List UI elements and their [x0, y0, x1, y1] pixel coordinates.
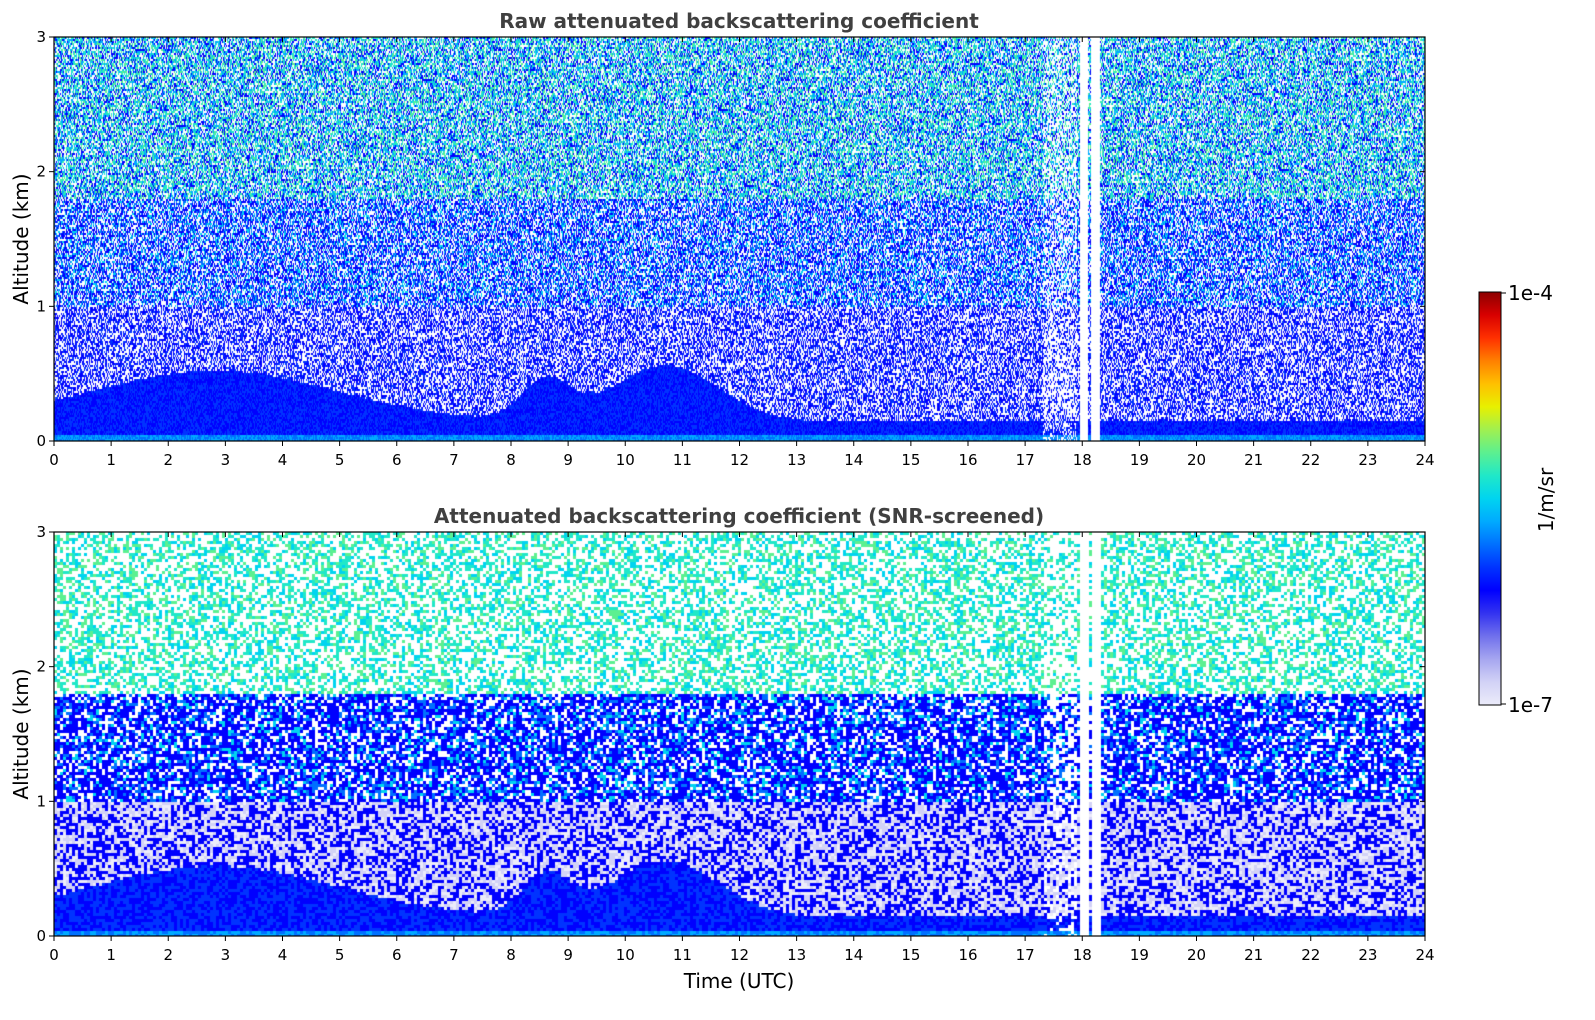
x-tick-label: 23: [1358, 946, 1377, 964]
bottom-panel-title: Attenuated backscattering coefficient (S…: [434, 504, 1044, 528]
x-tick-label: 21: [1244, 451, 1263, 469]
x-tick-label: 0: [49, 946, 59, 964]
colorbar-frame: [1478, 291, 1502, 706]
x-tick-label: 7: [449, 451, 459, 469]
x-tick-label: 5: [335, 946, 345, 964]
x-tick-label: 1: [106, 451, 116, 469]
x-tick-label: 13: [787, 451, 806, 469]
x-tick-label: 22: [1301, 946, 1320, 964]
top-heatmap: [54, 37, 1425, 441]
x-tick-label: 24: [1415, 946, 1434, 964]
x-tick-label: 10: [616, 451, 635, 469]
x-tick-label: 8: [506, 451, 516, 469]
x-tick-label: 23: [1358, 451, 1377, 469]
y-tick-label: 1: [36, 792, 46, 810]
x-tick-label: 6: [392, 946, 402, 964]
top-x-axis: 0 1 2 3 4 5 6 7 8 9 10 11 12 13 14 15 16 17 18 19 20 21 22 23 24: [49, 37, 1435, 469]
x-tick-label: 18: [1073, 451, 1092, 469]
x-tick-label: 9: [563, 451, 573, 469]
x-tick-label: 15: [901, 946, 920, 964]
y-tick-label: 2: [36, 658, 46, 676]
colorbar-gradient: [1479, 292, 1501, 705]
x-tick-label: 17: [1016, 451, 1035, 469]
x-tick-label: 15: [901, 451, 920, 469]
top-y-axis-label: Altitude (km): [9, 173, 33, 304]
x-tick-label: 13: [787, 946, 806, 964]
x-tick-label: 0: [49, 451, 59, 469]
x-tick-label: 5: [335, 451, 345, 469]
x-tick-label: 1: [106, 946, 116, 964]
x-tick-label: 21: [1244, 946, 1263, 964]
x-tick-label: 4: [278, 451, 288, 469]
y-tick-label: 0: [36, 927, 46, 945]
x-tick-label: 19: [1130, 946, 1149, 964]
x-tick-label: 3: [221, 451, 231, 469]
x-tick-label: 16: [958, 451, 977, 469]
y-tick-label: 3: [36, 28, 46, 46]
top-panel: Raw attenuated backscattering coefficien…: [9, 9, 1435, 469]
y-tick-label: 1: [36, 297, 46, 315]
bottom-y-axis-label: Altitude (km): [9, 668, 33, 799]
bottom-panel: Attenuated backscattering coefficient (S…: [9, 504, 1435, 993]
x-tick-label: 9: [563, 946, 573, 964]
x-tick-label: 20: [1187, 451, 1206, 469]
y-tick-label: 3: [36, 523, 46, 541]
x-tick-label: 2: [163, 946, 173, 964]
x-tick-label: 8: [506, 946, 516, 964]
colorbar-min-label: 1e-7: [1508, 693, 1553, 717]
x-tick-label: 14: [844, 451, 863, 469]
x-tick-label: 11: [673, 946, 692, 964]
x-tick-label: 12: [730, 946, 749, 964]
x-tick-label: 22: [1301, 451, 1320, 469]
x-tick-label: 3: [221, 946, 231, 964]
y-tick-label: 0: [36, 432, 46, 450]
colorbar-label: 1/m/sr: [1534, 467, 1558, 532]
x-tick-label: 10: [616, 946, 635, 964]
x-tick-label: 4: [278, 946, 288, 964]
bottom-heatmap: [54, 532, 1425, 936]
x-tick-label: 2: [163, 451, 173, 469]
bottom-y-axis: 0 1 2 3: [36, 523, 1425, 945]
x-tick-label: 12: [730, 451, 749, 469]
colorbar-max-label: 1e-4: [1508, 281, 1553, 305]
x-tick-label: 6: [392, 451, 402, 469]
x-tick-label: 11: [673, 451, 692, 469]
x-tick-label: 17: [1016, 946, 1035, 964]
x-tick-label: 18: [1073, 946, 1092, 964]
x-tick-label: 24: [1415, 451, 1434, 469]
x-tick-label: 7: [449, 946, 459, 964]
bottom-x-axis-label: Time (UTC): [683, 969, 795, 993]
x-tick-label: 14: [844, 946, 863, 964]
top-panel-title: Raw attenuated backscattering coefficien…: [499, 9, 979, 33]
bottom-x-axis: 0 1 2 3 4 5 6 7 8 9 10 11 12 13 14 15 16 17 18 19 20 21 22 23 24: [49, 532, 1435, 964]
x-tick-label: 16: [958, 946, 977, 964]
x-tick-label: 19: [1130, 451, 1149, 469]
colorbar: 1e-4 1e-7 1/m/sr: [1478, 281, 1558, 717]
top-y-axis: 0 1 2 3: [36, 28, 1425, 450]
x-tick-label: 20: [1187, 946, 1206, 964]
y-tick-label: 2: [36, 163, 46, 181]
